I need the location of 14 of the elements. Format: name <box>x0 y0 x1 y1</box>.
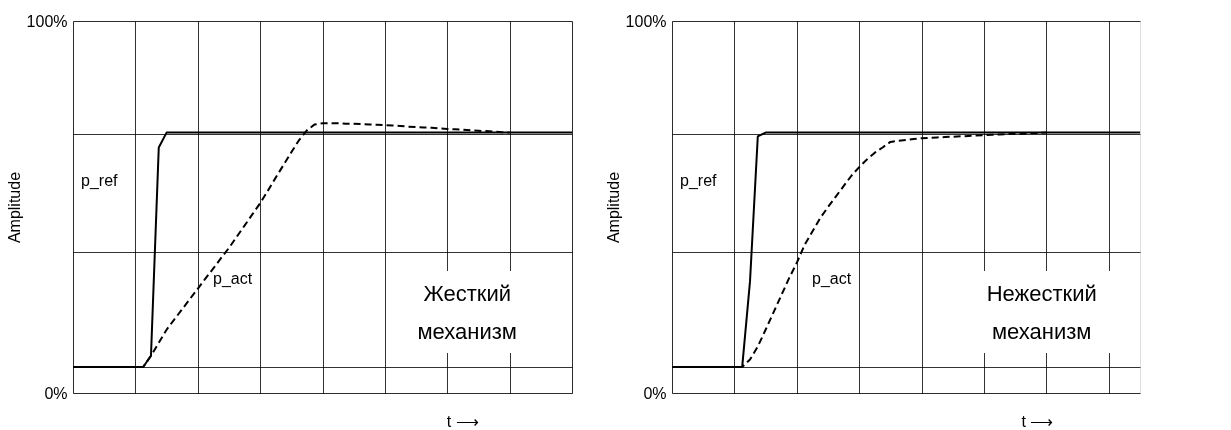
text: p_ref <box>680 172 718 190</box>
annotation: Нежесткий механизм <box>986 281 1097 344</box>
y-axis-title: Amplitude <box>604 171 622 244</box>
y-tick-label: 100% <box>26 12 68 30</box>
series-label: p_act <box>812 270 852 288</box>
text: p_ref <box>81 172 119 190</box>
y-tick-label: 0% <box>44 384 68 402</box>
y-tick-label: 0% <box>643 384 667 402</box>
y-axis-title: Amplitude <box>5 171 23 244</box>
series-label: p_act <box>213 270 253 288</box>
y-tick-label: 100% <box>625 12 667 30</box>
x-axis-title: t ⟶ <box>1021 412 1054 430</box>
x-axis-title: t ⟶ <box>446 412 479 430</box>
annotation: Жесткий механизм <box>417 281 517 344</box>
